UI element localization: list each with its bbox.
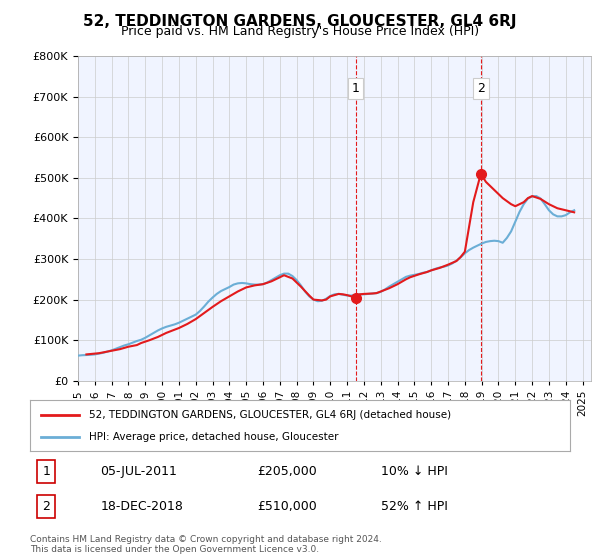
Text: 52, TEDDINGTON GARDENS, GLOUCESTER, GL4 6RJ (detached house): 52, TEDDINGTON GARDENS, GLOUCESTER, GL4 …: [89, 409, 452, 419]
Text: 1: 1: [42, 465, 50, 478]
Text: HPI: Average price, detached house, Gloucester: HPI: Average price, detached house, Glou…: [89, 432, 339, 442]
Text: 1: 1: [352, 82, 359, 95]
Text: Price paid vs. HM Land Registry's House Price Index (HPI): Price paid vs. HM Land Registry's House …: [121, 25, 479, 38]
Text: 2: 2: [42, 500, 50, 514]
Text: 52, TEDDINGTON GARDENS, GLOUCESTER, GL4 6RJ: 52, TEDDINGTON GARDENS, GLOUCESTER, GL4 …: [83, 14, 517, 29]
Text: 2: 2: [477, 82, 485, 95]
Text: £205,000: £205,000: [257, 465, 317, 478]
Text: 10% ↓ HPI: 10% ↓ HPI: [381, 465, 448, 478]
Text: 05-JUL-2011: 05-JUL-2011: [100, 465, 177, 478]
Text: £510,000: £510,000: [257, 500, 317, 514]
Text: 52% ↑ HPI: 52% ↑ HPI: [381, 500, 448, 514]
Text: Contains HM Land Registry data © Crown copyright and database right 2024.
This d: Contains HM Land Registry data © Crown c…: [30, 535, 382, 554]
Text: 18-DEC-2018: 18-DEC-2018: [100, 500, 183, 514]
